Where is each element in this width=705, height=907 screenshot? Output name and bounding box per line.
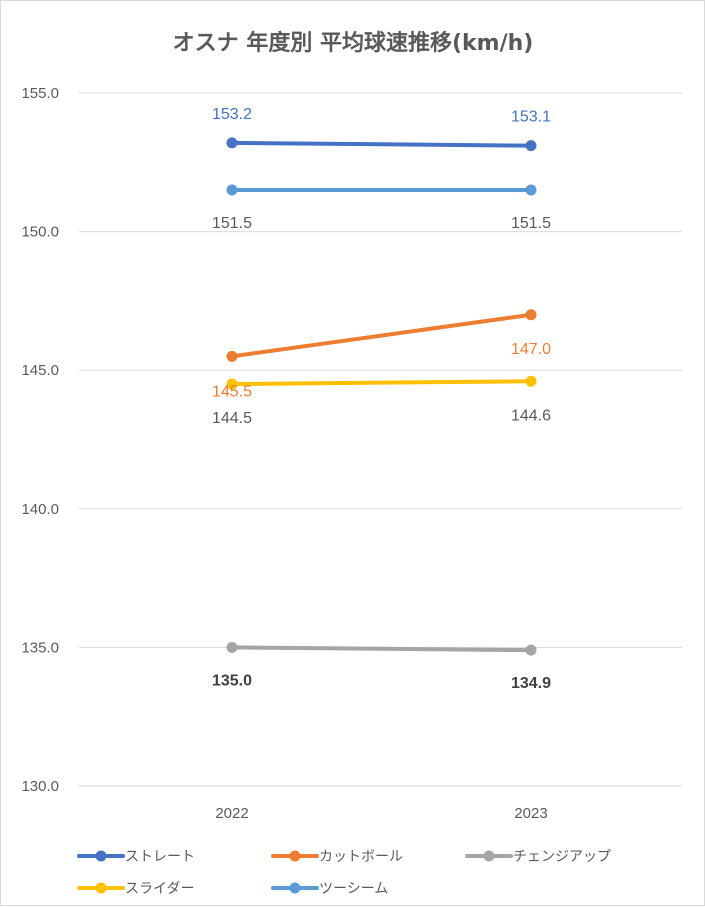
series-layer <box>226 137 537 656</box>
legend-item: チェンジアップ <box>465 849 611 865</box>
data-labels: 153.2 153.1 145.5 147.0 135.0 134.9 144.5 144.6… <box>212 106 551 692</box>
data-point <box>525 644 537 656</box>
y-axis: 130.0 135.0 140.0 145.0 150.0 155.0 <box>21 85 59 795</box>
legend-item: ストレート <box>77 849 195 865</box>
chart-title: オスナ 年度別 平均球速推移(km/h) <box>173 30 534 56</box>
data-point <box>525 140 537 152</box>
data-label: 144.6 <box>511 407 551 424</box>
legend-label: スライダー <box>125 881 194 897</box>
data-point <box>226 137 238 149</box>
legend-swatch-marker <box>289 882 301 894</box>
data-point <box>525 184 537 196</box>
legend-swatch-marker <box>289 850 301 862</box>
legend-label: カットボール <box>319 849 403 865</box>
series-line <box>230 140 533 148</box>
data-label: 153.2 <box>212 106 252 123</box>
data-label: 135.0 <box>212 672 252 689</box>
data-point <box>226 184 238 196</box>
legend-item: スライダー <box>77 881 194 897</box>
data-label: 153.1 <box>511 109 551 126</box>
legend-swatch-marker <box>95 882 107 894</box>
y-tick-label: 140.0 <box>21 501 59 518</box>
legend-item: ツーシーム <box>271 881 388 897</box>
y-tick-label: 145.0 <box>21 362 59 379</box>
data-label: 134.9 <box>511 675 551 692</box>
data-label: 147.0 <box>511 341 551 358</box>
y-tick-label: 135.0 <box>21 639 59 656</box>
y-tick-label: 155.0 <box>21 85 59 102</box>
data-point <box>226 378 238 390</box>
legend-label: ストレート <box>125 849 195 865</box>
x-tick-label: 2022 <box>215 805 248 822</box>
x-axis: 2022 2023 <box>215 805 547 822</box>
gridlines <box>79 92 682 787</box>
series-line <box>230 379 533 387</box>
legend-label: チェンジアップ <box>513 849 611 865</box>
x-tick-label: 2023 <box>514 805 547 822</box>
data-point <box>525 309 537 321</box>
y-tick-label: 130.0 <box>21 778 59 795</box>
data-point <box>226 350 238 362</box>
data-point <box>525 375 537 387</box>
legend-item: カットボール <box>271 849 403 865</box>
series-line <box>230 312 533 359</box>
legend-swatch-marker <box>95 850 107 862</box>
y-tick-label: 150.0 <box>21 224 59 241</box>
data-label: 144.5 <box>212 410 252 427</box>
legend-swatch-marker <box>483 850 495 862</box>
legend-label: ツーシーム <box>319 881 388 897</box>
data-label: 145.5 <box>212 383 252 400</box>
series-line <box>230 645 533 653</box>
data-point <box>226 641 238 653</box>
data-label: 151.5 <box>511 215 551 232</box>
data-label: 151.5 <box>212 215 252 232</box>
